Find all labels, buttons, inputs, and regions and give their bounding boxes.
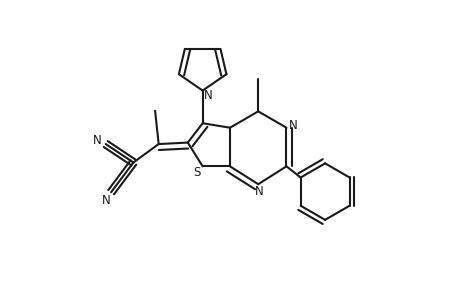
Text: N: N [288,119,297,132]
Text: N: N [203,89,212,102]
Text: N: N [101,194,110,207]
Text: N: N [93,134,101,147]
Text: S: S [193,167,201,179]
Text: N: N [255,185,263,198]
